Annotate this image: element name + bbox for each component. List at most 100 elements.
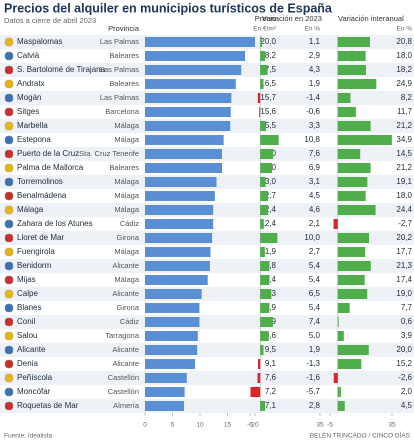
- bar: [337, 303, 350, 313]
- value-label: 7,6: [309, 149, 321, 158]
- bar: [260, 289, 272, 299]
- province-label: Tarragona: [105, 331, 140, 340]
- bar: [333, 219, 338, 229]
- value-label: 18,2: [260, 51, 276, 60]
- value-label: 1,1: [309, 37, 321, 46]
- value-label: 18,0: [396, 191, 412, 200]
- bar: [260, 275, 270, 285]
- x-tick-label: 5: [171, 422, 175, 429]
- bar: [260, 401, 266, 411]
- value-label: -0,6: [306, 107, 320, 116]
- bar: [257, 93, 261, 103]
- flag-icon: [4, 205, 14, 215]
- bar: [145, 107, 231, 117]
- bar: [145, 219, 214, 229]
- row-band: [0, 343, 414, 357]
- value-label: 14,5: [396, 149, 412, 158]
- value-label: 20,0: [396, 345, 412, 354]
- value-label: 16,5: [260, 79, 276, 88]
- category-label: Mijas: [17, 275, 36, 284]
- province-label: Málaga: [114, 191, 139, 200]
- flag-icon: [4, 387, 14, 397]
- value-label: 7,6: [265, 373, 277, 382]
- bar: [145, 331, 198, 341]
- value-label: 11,9: [261, 247, 277, 256]
- flag-icon: [4, 303, 14, 313]
- value-label: 2,1: [309, 219, 321, 228]
- flag-icon: [4, 275, 14, 285]
- x-tick-label: 10: [196, 422, 204, 429]
- value-label: 2,7: [309, 247, 321, 256]
- bar: [337, 289, 368, 299]
- category-label: Moncófar: [17, 387, 51, 396]
- bar: [257, 373, 261, 383]
- bar: [145, 93, 232, 103]
- value-label: 7,1: [265, 401, 277, 410]
- category-label: Peñíscola: [17, 373, 53, 382]
- value-label: 1,9: [309, 79, 321, 88]
- value-label: 6,5: [309, 289, 321, 298]
- bar: [337, 107, 356, 117]
- category-label: Marbella: [17, 121, 48, 130]
- flag-icon: [4, 401, 14, 411]
- value-label: -1,3: [306, 359, 320, 368]
- bar: [260, 303, 270, 313]
- series-unit: En %: [396, 26, 412, 33]
- province-label: Las Palmas: [100, 65, 139, 74]
- source: Fuente: Idealista: [4, 433, 52, 440]
- bar: [337, 275, 365, 285]
- province-label: Málaga: [114, 177, 139, 186]
- bar: [337, 93, 351, 103]
- province-label: Girona: [116, 233, 139, 242]
- x-tick-label: -6: [247, 422, 253, 429]
- value-label: 15,2: [396, 359, 412, 368]
- chart-subtitle: Datos a cierre de abril 2023: [4, 16, 96, 25]
- flag-icon: [4, 247, 14, 257]
- province-label: Almería: [113, 401, 140, 410]
- province-label: Cádiz: [120, 219, 139, 228]
- bar: [260, 65, 268, 75]
- category-label: Benalmádena: [17, 191, 67, 200]
- bar: [337, 233, 370, 243]
- flag-icon: [4, 373, 14, 383]
- flag-icon: [4, 233, 14, 243]
- bar: [260, 219, 264, 229]
- value-label: 20,0: [260, 37, 276, 46]
- value-label: 20,2: [396, 233, 412, 242]
- flag-icon: [4, 219, 14, 229]
- value-label: 4,5: [401, 401, 413, 410]
- chart-title: Precios del alquiler en municipios turís…: [4, 1, 333, 15]
- value-label: 12,4: [260, 219, 276, 228]
- bar: [260, 149, 274, 159]
- category-label: Maspalomas: [17, 37, 62, 46]
- value-label: 3,3: [309, 121, 321, 130]
- value-label: 24,4: [396, 205, 412, 214]
- bar: [145, 233, 213, 243]
- province-label: Málaga: [114, 121, 139, 130]
- category-label: Zahara de los Atunes: [17, 219, 93, 228]
- bar: [145, 79, 236, 89]
- value-label: 7,4: [309, 317, 321, 326]
- value-label: 5,4: [309, 261, 321, 270]
- province-label: Cádiz: [120, 317, 139, 326]
- x-tick-label: -5: [327, 422, 333, 429]
- value-label: 5,0: [309, 331, 321, 340]
- value-label: 12,4: [260, 205, 276, 214]
- bar: [337, 387, 341, 397]
- bar: [337, 177, 368, 187]
- bar: [145, 247, 211, 257]
- bar: [145, 177, 217, 187]
- bar: [260, 261, 270, 271]
- bar: [145, 37, 255, 47]
- category-label: Benidorm: [17, 261, 52, 270]
- bar: [145, 135, 224, 145]
- flag-icon: [4, 135, 14, 145]
- bar: [259, 107, 261, 117]
- value-label: 17,4: [396, 275, 412, 284]
- bar: [337, 359, 362, 369]
- bar: [337, 121, 371, 131]
- bar: [258, 359, 261, 369]
- category-label: Calpe: [17, 289, 38, 298]
- series-name: Precio: [255, 14, 276, 23]
